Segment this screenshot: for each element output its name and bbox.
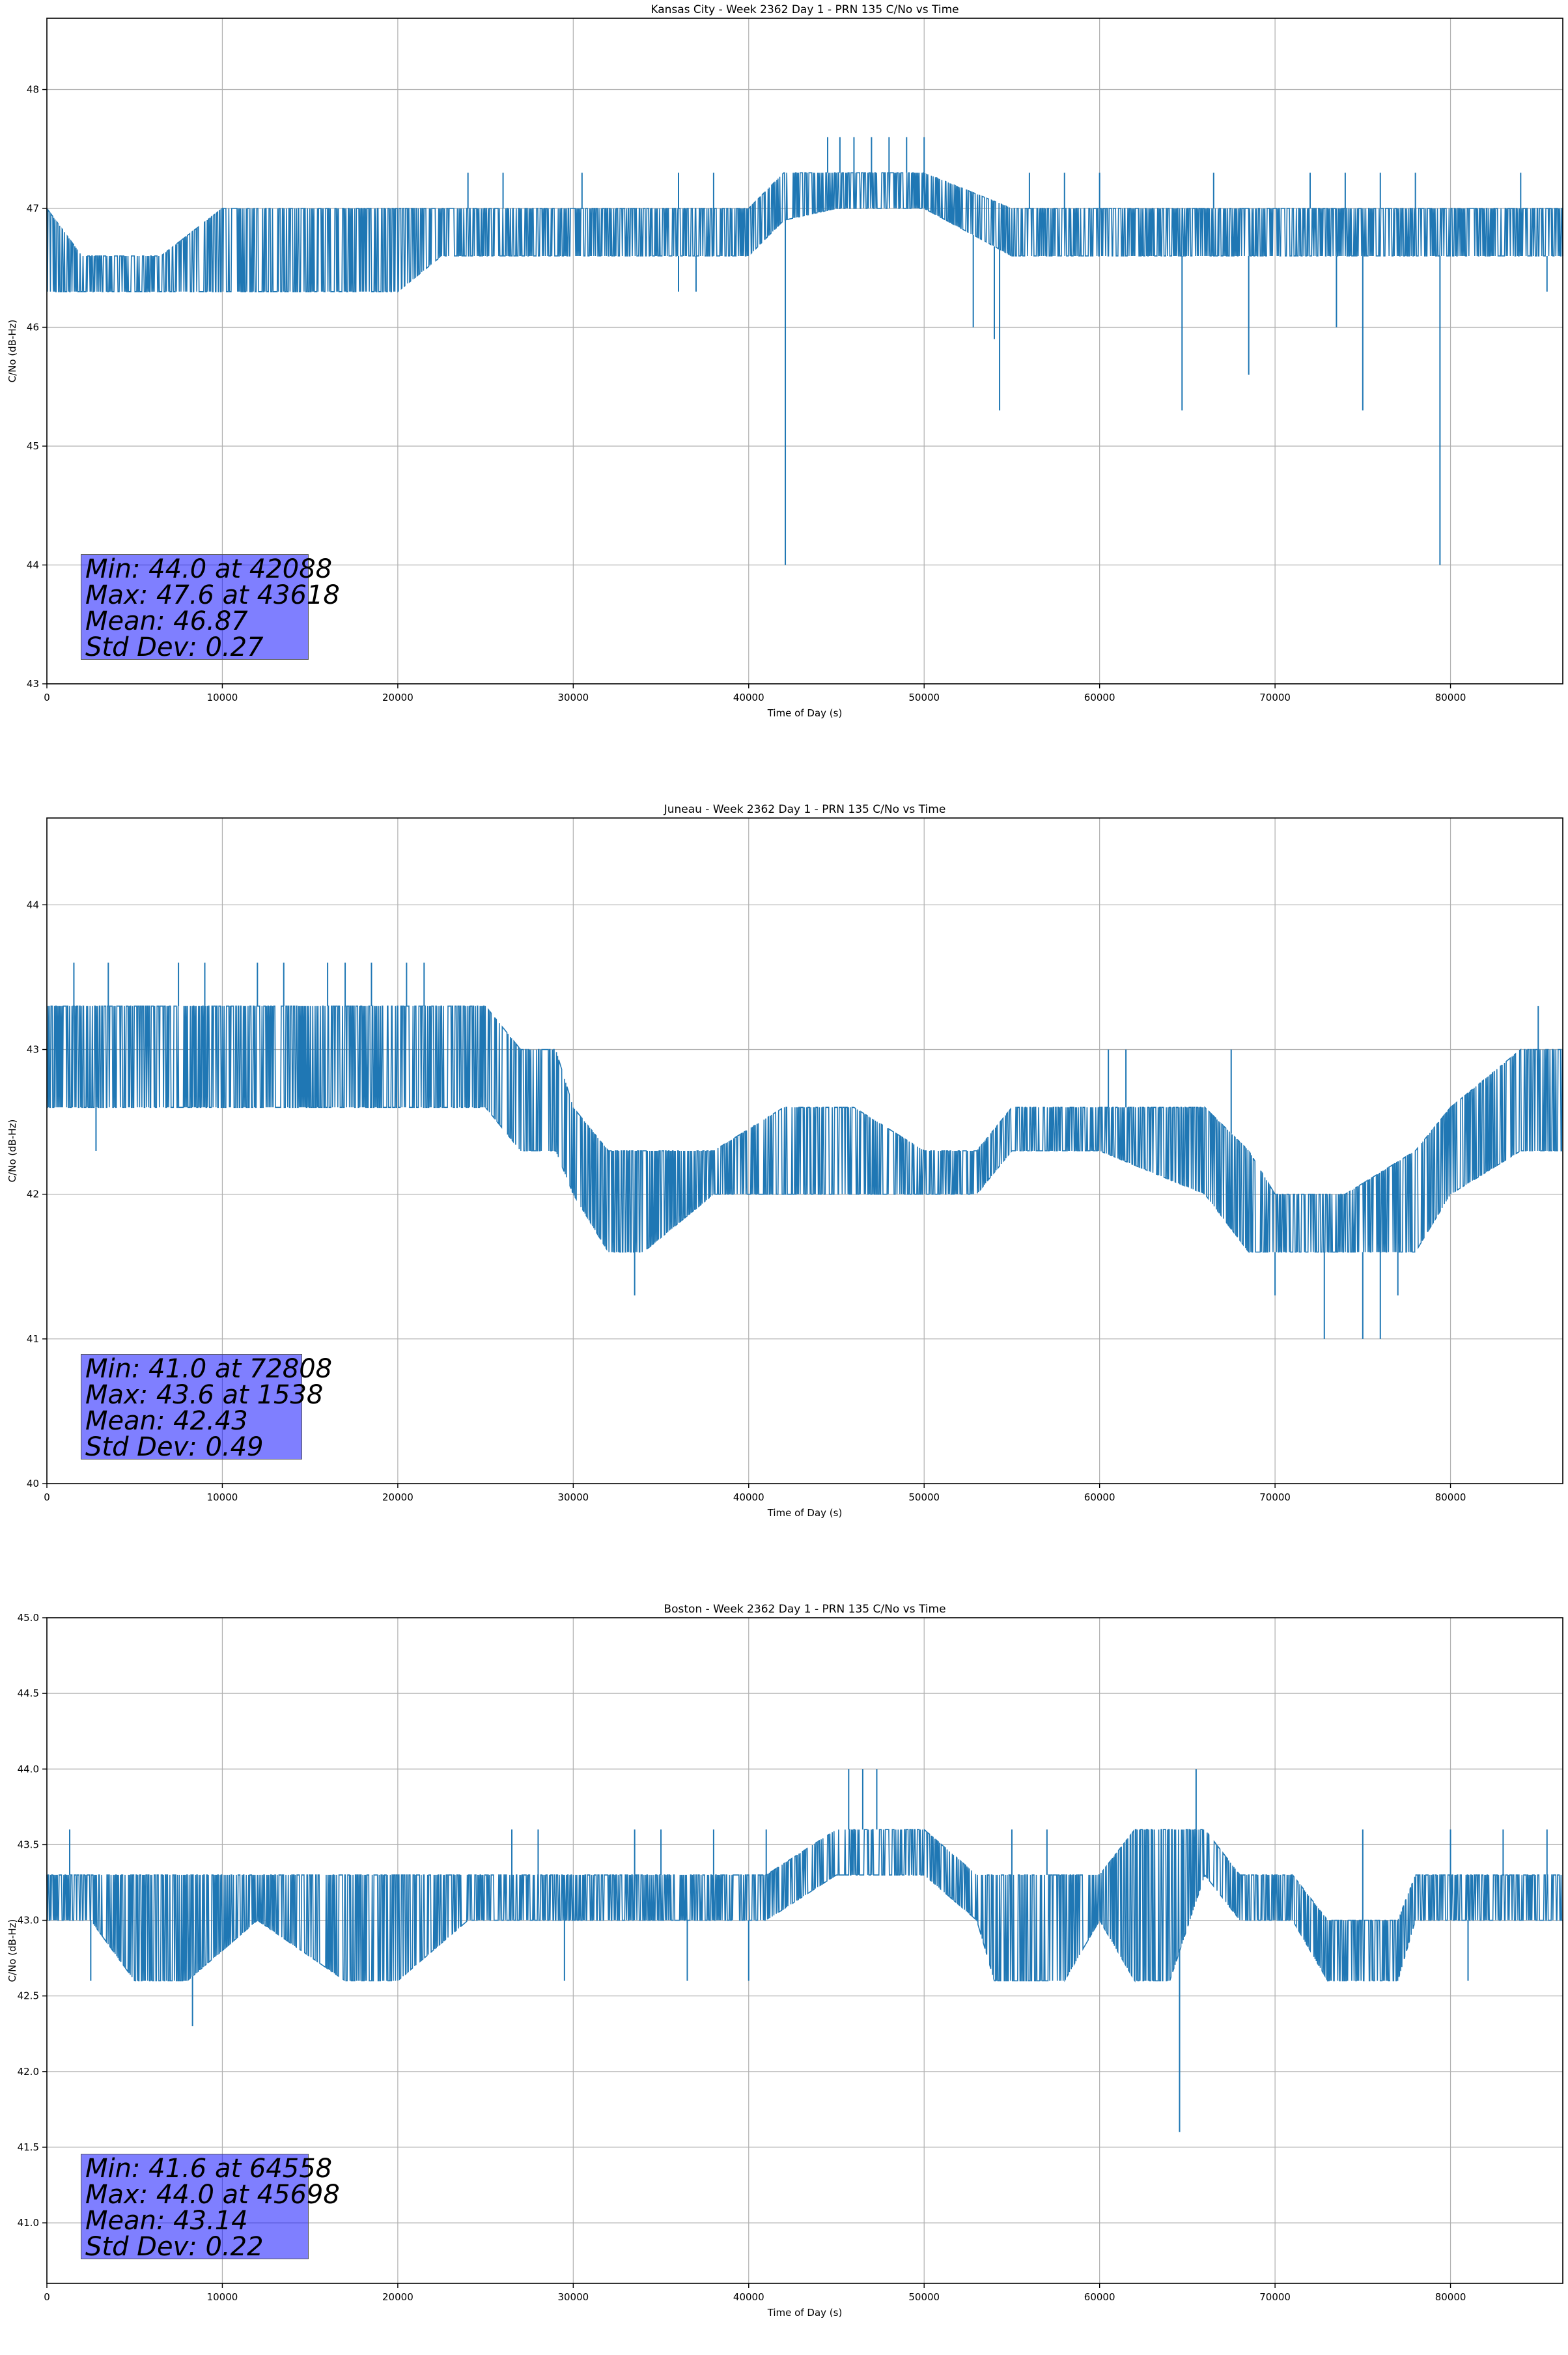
stats-line: Mean: 46.87 [85, 606, 248, 636]
chart-panel-1: 0 10000 20000 30000 40000 50000 60000 70000 8000… [0, 0, 1568, 755]
series-line [46, 1828, 1563, 1982]
x-tick-label: 70000 [1259, 2291, 1291, 2303]
stats-line: Mean: 43.14 [85, 2206, 248, 2236]
stats-line: Std Dev: 0.27 [85, 632, 264, 662]
x-axis-label: Time of Day (s) [767, 1507, 843, 1519]
stats-line: Min: 41.0 at 72808 [85, 1354, 333, 1384]
stats-box: Min: 44.0 at 42088 Max: 47.6 at 43618 Mean… [81, 554, 340, 662]
x-tick-label: 10000 [207, 2291, 238, 2303]
x-tick-label: 50000 [908, 2291, 940, 2303]
x-tick-label: 60000 [1084, 2291, 1115, 2303]
chart-title: Boston - Week 2362 Day 1 - PRN 135 C/No … [664, 1603, 945, 1616]
x-tick-label: 20000 [382, 2291, 413, 2303]
y-axis-label: C/No (dB-Hz) [7, 1919, 18, 1982]
x-tick-label: 10000 [207, 692, 238, 703]
stats-line: Std Dev: 0.22 [85, 2232, 264, 2262]
y-tick-label: 43 [27, 1043, 39, 1055]
axes-frame [46, 817, 1563, 1484]
y-tick-label: 47 [27, 203, 39, 214]
x-tick-label: 0 [44, 1491, 50, 1503]
grid [47, 18, 1563, 684]
y-tick-label: 44.0 [18, 1763, 39, 1775]
x-tick-label: 0 [44, 692, 50, 703]
x-tick-label: 50000 [908, 1491, 940, 1503]
x-tick-label: 80000 [1435, 1491, 1466, 1503]
x-tick-label: 70000 [1259, 692, 1291, 703]
stats-line: Mean: 42.43 [85, 1406, 248, 1436]
x-tick-label: 10000 [207, 1491, 238, 1503]
x-tick-label: 40000 [733, 692, 764, 703]
axes-frame [46, 1617, 1563, 2284]
chart-title: Juneau - Week 2362 Day 1 - PRN 135 C/No … [664, 803, 946, 816]
stats-box: Min: 41.0 at 72808 Max: 43.6 at 1538 Mean:… [81, 1354, 333, 1462]
x-axis-label: Time of Day (s) [767, 707, 843, 719]
x-tick-label: 60000 [1084, 692, 1115, 703]
chart-title: Kansas City - Week 2362 Day 1 - PRN 135 … [651, 3, 959, 16]
x-tick-label: 80000 [1435, 2291, 1466, 2303]
x-tick-label: 0 [44, 2291, 50, 2303]
x-tick-label: 80000 [1435, 692, 1466, 703]
y-tick-label: 44.5 [18, 1687, 39, 1699]
x-tick-label: 30000 [557, 1491, 589, 1503]
x-tick-label: 20000 [382, 692, 413, 703]
x-tick-label: 30000 [557, 692, 589, 703]
y-axis-label: C/No (dB-Hz) [7, 1120, 18, 1183]
y-axis-label: C/No (dB-Hz) [7, 320, 18, 383]
axes-frame [46, 18, 1563, 684]
y-tick-label: 43.5 [18, 1839, 39, 1850]
y-tick-label: 42.0 [18, 2066, 39, 2078]
stats-line: Std Dev: 0.49 [85, 1432, 264, 1462]
stats-line: Max: 44.0 at 45698 [85, 2180, 340, 2210]
y-tick-label: 42.5 [18, 1990, 39, 2002]
stats-box: Min: 41.6 at 64558 Max: 44.0 at 45698 Mean… [81, 2154, 340, 2262]
stats-line: Min: 41.6 at 64558 [85, 2154, 333, 2184]
series-line [46, 172, 1563, 293]
y-tick-label: 42 [27, 1189, 39, 1200]
stats-line: Min: 44.0 at 42088 [85, 554, 333, 584]
chart-svg: 0 10000 20000 30000 40000 50000 60000 70000 8000… [7, 3, 1563, 719]
x-tick-label: 40000 [733, 2291, 764, 2303]
series-line [47, 1005, 1563, 1253]
y-tick-label: 41.0 [18, 2217, 39, 2229]
y-tick-label: 48 [27, 84, 39, 96]
y-tick-label: 45.0 [18, 1612, 39, 1624]
chart-panel-2: 0 10000 20000 30000 40000 50000 60000 70000 8000… [0, 800, 1568, 1555]
x-tick-label: 30000 [557, 2291, 589, 2303]
y-tick-label: 44 [27, 559, 39, 571]
y-tick-label: 45 [27, 440, 39, 452]
y-tick-label: 43 [27, 678, 39, 690]
stats-line: Max: 43.6 at 1538 [85, 1380, 324, 1410]
x-tick-label: 20000 [382, 1491, 413, 1503]
x-tick-label: 60000 [1084, 1491, 1115, 1503]
x-axis-label: Time of Day (s) [767, 2307, 843, 2319]
y-tick-label: 41 [27, 1333, 39, 1345]
chart-svg: 0 10000 20000 30000 40000 50000 60000 70000 8000… [7, 803, 1563, 1519]
chart-panel-3: 0 10000 20000 30000 40000 50000 60000 70000 8000… [0, 1600, 1568, 2355]
stats-line: Max: 47.6 at 43618 [85, 580, 340, 610]
y-tick-label: 41.5 [18, 2141, 39, 2153]
y-tick-label: 43.0 [18, 1915, 39, 1926]
y-tick-label: 40 [27, 1478, 39, 1489]
x-tick-label: 40000 [733, 1491, 764, 1503]
y-tick-label: 46 [27, 322, 39, 333]
y-tick-label: 44 [27, 899, 39, 910]
x-tick-label: 70000 [1259, 1491, 1291, 1503]
x-tick-label: 50000 [908, 692, 940, 703]
